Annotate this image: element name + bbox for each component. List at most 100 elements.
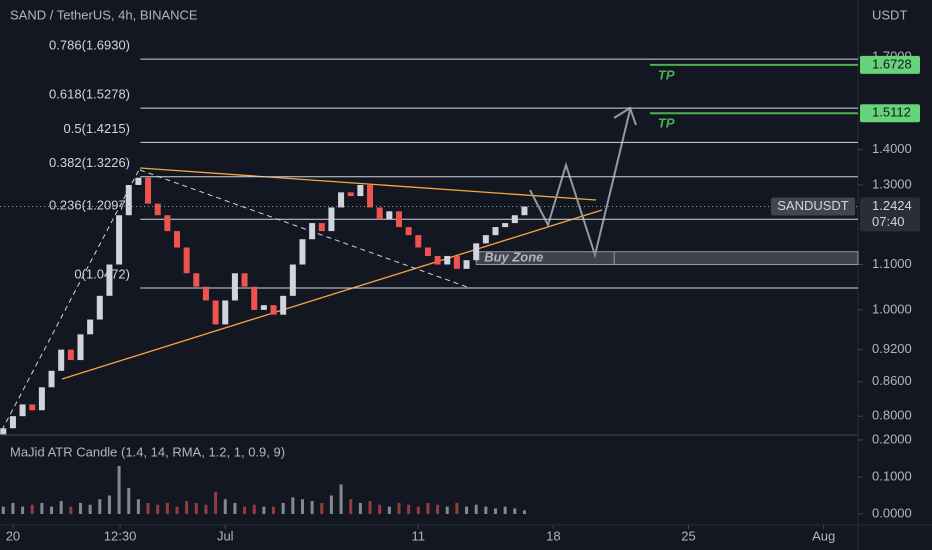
volume-bar bbox=[117, 465, 121, 514]
candle-body bbox=[241, 273, 248, 287]
volume-bar bbox=[358, 502, 362, 514]
symbol-title: SAND / TetherUS, 4h, BINANCE bbox=[10, 7, 198, 22]
volume-bar bbox=[522, 510, 526, 514]
resistance-trendline bbox=[139, 167, 597, 201]
candle-body bbox=[444, 255, 451, 265]
candle-body bbox=[125, 184, 132, 216]
volume-bar bbox=[185, 501, 189, 514]
target-tag: TP bbox=[658, 116, 675, 131]
candle-body bbox=[309, 223, 316, 240]
x-tick-label: 25 bbox=[681, 528, 695, 543]
volume-bar bbox=[78, 502, 82, 514]
candle-body bbox=[231, 273, 238, 301]
volume-bar bbox=[50, 506, 54, 514]
volume-bar bbox=[69, 506, 73, 514]
volume-bar bbox=[204, 504, 208, 514]
candle-body bbox=[135, 177, 142, 185]
candle-body bbox=[260, 305, 267, 310]
x-tick-label: 20 bbox=[6, 528, 20, 543]
y-tick-label: 1.4000 bbox=[872, 141, 912, 156]
candle-body bbox=[202, 286, 209, 301]
volume-bar bbox=[426, 502, 430, 514]
candle-body bbox=[502, 223, 509, 228]
candle-body bbox=[376, 207, 383, 220]
candle-body bbox=[270, 305, 277, 315]
candle-body bbox=[367, 184, 374, 208]
projection-path bbox=[529, 109, 631, 259]
volume-bar bbox=[513, 508, 517, 514]
candle-body bbox=[395, 211, 402, 228]
y-tick-label: 0.8000 bbox=[872, 408, 912, 423]
volume-bar bbox=[175, 506, 179, 514]
candle-body bbox=[58, 349, 65, 371]
volume-bar bbox=[30, 504, 34, 514]
target-price-label: 1.5112 bbox=[872, 105, 911, 120]
last-price-box bbox=[860, 197, 920, 232]
volume-bar bbox=[194, 502, 198, 514]
volume-bar bbox=[223, 499, 227, 514]
fib-label: 0.618(1.5278) bbox=[49, 87, 130, 102]
volume-bar bbox=[214, 491, 218, 514]
candle-body bbox=[164, 215, 171, 232]
candle-body bbox=[386, 211, 393, 220]
candle-body bbox=[0, 428, 7, 435]
candle-body bbox=[212, 300, 219, 325]
volume-bar bbox=[484, 506, 488, 514]
x-tick-label: 11 bbox=[412, 528, 426, 543]
volume-bar bbox=[165, 502, 169, 514]
volume-bar bbox=[40, 502, 44, 514]
volume-bar bbox=[272, 506, 276, 514]
fib-label: 0.786(1.6930) bbox=[49, 38, 130, 53]
volume-bar bbox=[320, 502, 324, 514]
candle-body bbox=[357, 184, 364, 197]
candle-body bbox=[222, 300, 229, 325]
volume-bar bbox=[300, 499, 304, 514]
volume-bar bbox=[88, 504, 92, 514]
candle-body bbox=[347, 192, 354, 197]
candle-body bbox=[48, 370, 55, 388]
candle-body bbox=[106, 264, 113, 296]
volume-bar bbox=[98, 499, 102, 514]
symbol-box bbox=[771, 197, 855, 216]
volume-bar bbox=[233, 502, 237, 514]
dashed-line bbox=[1, 167, 141, 431]
volume-bar bbox=[329, 495, 333, 514]
candle-body bbox=[463, 260, 470, 269]
volume-bar bbox=[310, 501, 314, 514]
volume-bar bbox=[262, 506, 266, 514]
y-tick-label: 1.0000 bbox=[872, 301, 912, 316]
volume-bar bbox=[455, 502, 459, 514]
candle-body bbox=[38, 387, 45, 411]
volume-bar bbox=[1, 506, 5, 514]
volume-bar bbox=[146, 502, 150, 514]
candle-body bbox=[473, 243, 480, 261]
volume-bar bbox=[493, 508, 497, 514]
x-tick-label: Aug bbox=[812, 528, 835, 543]
candle-body bbox=[174, 231, 181, 248]
fib-label: 0.382(1.3226) bbox=[49, 155, 130, 170]
candle-body bbox=[154, 203, 161, 216]
candle-body bbox=[280, 295, 287, 315]
volume-bar bbox=[59, 501, 63, 514]
support-trendline bbox=[61, 209, 603, 380]
candle-body bbox=[424, 247, 431, 256]
target-price-box bbox=[860, 55, 920, 74]
candle-body bbox=[453, 255, 460, 269]
currency-label: USDT bbox=[872, 7, 907, 22]
candle-body bbox=[116, 215, 123, 265]
candle-body bbox=[434, 255, 441, 265]
volume-bar bbox=[474, 504, 478, 514]
volume-bar bbox=[252, 504, 256, 514]
y-tick-label: 1.1000 bbox=[872, 256, 912, 271]
volume-bar bbox=[281, 502, 285, 514]
candle-body bbox=[87, 319, 94, 335]
volume-bar bbox=[136, 499, 140, 514]
volume-bar bbox=[339, 484, 343, 514]
y-tick-label: 0.1000 bbox=[872, 468, 912, 483]
candle-body bbox=[289, 264, 296, 296]
volume-bar bbox=[387, 506, 391, 514]
y-tick-label: 0.2000 bbox=[872, 431, 912, 446]
y-tick-label: 0.0000 bbox=[872, 505, 912, 520]
candle-body bbox=[492, 227, 499, 236]
volume-bar bbox=[445, 506, 449, 514]
